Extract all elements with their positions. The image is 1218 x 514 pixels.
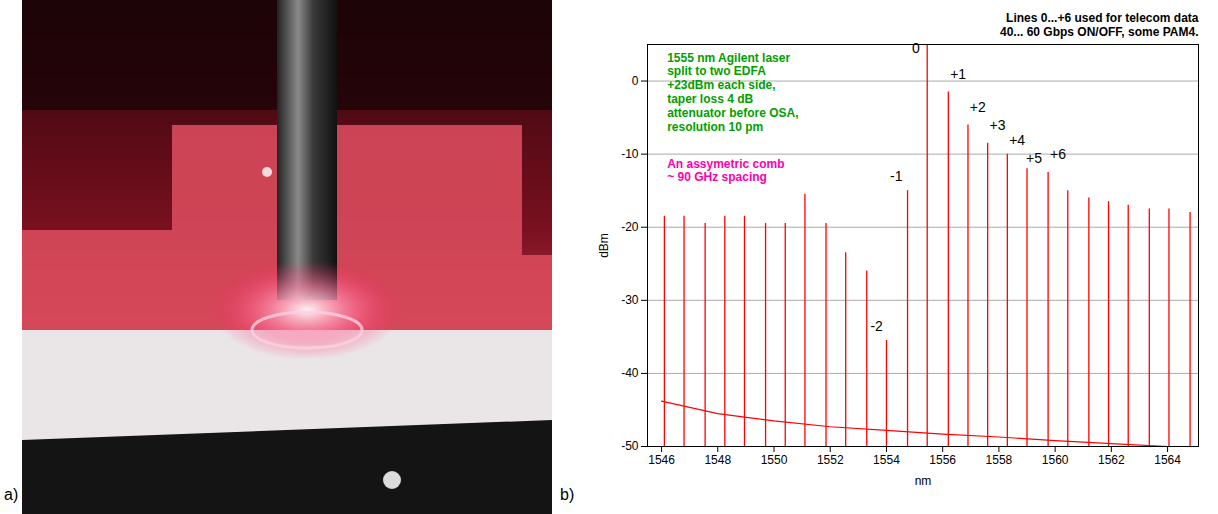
svg-text:0: 0 [912,40,920,56]
svg-text:1564: 1564 [1154,453,1181,467]
svg-text:1550: 1550 [761,453,788,467]
svg-text:-30: -30 [621,293,639,307]
svg-text:nm: nm [915,474,932,488]
svg-text:1562: 1562 [1098,453,1125,467]
svg-text:+2: +2 [970,99,986,115]
svg-text:-40: -40 [621,366,639,380]
svg-text:+5: +5 [1026,150,1042,166]
svg-text:0: 0 [632,74,639,88]
svg-text:1548: 1548 [704,453,731,467]
svg-text:1556: 1556 [929,453,956,467]
svg-text:1546: 1546 [648,453,675,467]
svg-text:-1: -1 [890,168,903,184]
svg-text:-10: -10 [621,147,639,161]
svg-text:-50: -50 [621,439,639,453]
svg-text:Lines 0...+6 used for telecom: Lines 0...+6 used for telecom data40... … [1000,11,1199,39]
svg-text:-2: -2 [870,318,883,334]
svg-text:dBm: dBm [597,233,611,258]
svg-text:1552: 1552 [817,453,844,467]
svg-text:1560: 1560 [1042,453,1069,467]
svg-text:-20: -20 [621,220,639,234]
svg-text:1558: 1558 [986,453,1013,467]
svg-text:+1: +1 [950,66,966,82]
svg-text:+3: +3 [990,117,1006,133]
svg-text:+4: +4 [1009,132,1025,148]
svg-text:1554: 1554 [873,453,900,467]
html-text:a): a) [4,486,19,503]
svg-text:+6: +6 [1050,146,1066,162]
html-text:b): b) [560,486,575,503]
svg-text:An assymetric comb~ 90 GHz spa: An assymetric comb~ 90 GHz spacing [667,157,784,185]
svg-text:1555 nm Agilent lasersplit to: 1555 nm Agilent lasersplit to two EDFA+2… [667,51,798,134]
